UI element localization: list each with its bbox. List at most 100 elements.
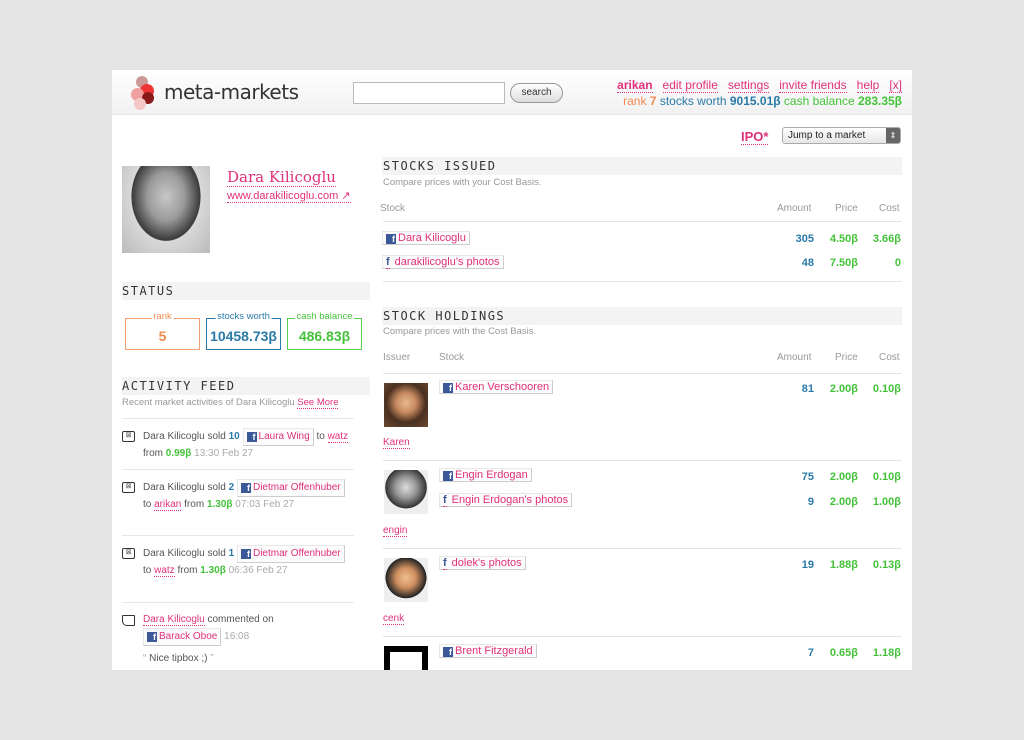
feed-buyer[interactable]: watz [154,565,175,577]
issuer-avatar[interactable] [384,470,428,514]
price: 2.00β [829,471,858,483]
col-price: Price [835,203,858,214]
search-button[interactable]: search [510,83,563,103]
issuer-link[interactable]: cenk [383,613,405,625]
comment-verb: commented on [207,614,274,625]
divider [383,373,902,374]
divider [383,636,902,637]
feed-verb: sold [207,548,226,559]
trade-icon: ⊠ [122,548,135,559]
amount: 19 [801,559,814,571]
profile-name[interactable]: Dara Kilicoglu [227,168,336,187]
profile-photo [122,166,210,253]
comment-text: Nice tipbox ;) [149,653,208,664]
comment-icon [122,615,135,626]
nav-help[interactable]: help [856,78,880,93]
col-price: Price [835,352,858,363]
feed-verb: sold [207,482,226,493]
facebook-photos-icon: f [443,557,447,570]
select-arrows-icon: ⇕ [886,128,900,143]
feed-qty: 10 [228,431,240,442]
feed-stock-tag[interactable]: f Dietmar Offenhuber [236,479,345,497]
feed-to: to [143,565,152,576]
price: 4.50β [829,233,858,245]
profile-url-text: www.darakilicoglu.com [227,190,339,202]
top-nav: arikan edit profile settings invite friends… [607,78,902,93]
search-input[interactable] [353,82,505,104]
issuer-avatar[interactable] [384,383,428,427]
col-amount: Amount [777,203,812,214]
jump-to-market-select[interactable]: Jump to a market ⇕ [782,127,901,144]
stocks-box-label: stocks worth [215,311,272,323]
feed-comment: Dara Kilicoglu commented on f Barack Oboe… [122,602,354,667]
stock-tag[interactable]: f Engin Erdogan [439,468,532,482]
stock-tag[interactable]: f Engin Erdogan's photos [439,493,573,507]
cost: 1.00β [872,496,901,508]
feed-from: from [184,499,205,510]
rank-box-label: rank [151,311,174,323]
feed-buyer[interactable]: watz [327,431,349,443]
facebook-photos-icon: f [386,256,390,269]
cost: 1.18β [872,647,901,659]
cost: 0.10β [872,383,901,395]
brand-name[interactable]: meta-markets [164,80,299,104]
cash-balance-box: cash balance 486.83β [287,311,362,350]
logo-icon[interactable] [130,74,160,110]
feed-actor: Dara Kilicoglu [143,548,205,559]
price: 0.65β [829,647,858,659]
amount: 7 [807,647,814,659]
stock-tag[interactable]: f dolek's photos [439,556,526,570]
facebook-photos-icon: f [443,494,447,507]
profile-url[interactable]: www.darakilicoglu.com ↗ [227,189,351,203]
facebook-icon: f [240,483,251,493]
feed-time: 06:36 Feb 27 [228,565,288,576]
stock-tag[interactable]: f Brent Fitzgerald [439,644,537,658]
cost: 0 [894,257,901,269]
price: 7.50β [829,257,858,269]
issuer-link[interactable]: Karen [383,437,410,449]
see-more-link[interactable]: See More [297,397,339,409]
stock-tag[interactable]: f darakilicoglu's photos [382,255,504,269]
feed-actor: Dara Kilicoglu [143,482,205,493]
facebook-icon: f [246,432,257,442]
comment-time: 16:08 [224,631,250,642]
feed-qty: 1 [228,548,235,559]
ipo-link[interactable]: IPO* [741,129,769,145]
feed-stock: Dietmar Offenhuber [252,548,341,559]
stock-name: Dara Kilicoglu [398,232,466,244]
issuer-avatar-pixel[interactable] [384,646,428,670]
stock-name: Engin Erdogan's photos [451,494,569,506]
cash-box-value: 486.83β [298,328,351,344]
stocks-issued-title: STOCKS ISSUED [382,157,902,175]
nav-settings[interactable]: settings [727,78,770,93]
cost: 0.10β [872,471,901,483]
stocks-value: 9015.01β [729,94,781,108]
col-issuer: Issuer [383,352,411,363]
price: 1.88β [829,559,858,571]
feed-buyer[interactable]: arikan [154,499,182,511]
issuer-link[interactable]: engin [383,525,408,537]
issuer-avatar[interactable] [384,558,428,602]
amount: 9 [807,496,814,508]
feed-stock-tag[interactable]: f Laura Wing [242,428,314,446]
nav-close[interactable]: [x] [889,78,902,93]
nav-username[interactable]: arikan [617,78,653,93]
comment-actor[interactable]: Dara Kilicoglu [143,614,205,626]
col-stock: Stock [439,352,465,363]
feed-item: ⊠ Dara Kilicoglu sold 10 f Laura Wing to w… [122,418,354,462]
col-cost: Cost [879,203,900,214]
nav-invite-friends[interactable]: invite friends [779,78,847,93]
nav-edit-profile[interactable]: edit profile [662,78,718,93]
cost: 3.66β [872,233,901,245]
trade-icon: ⊠ [122,482,135,493]
cash-box-label: cash balance [294,311,355,323]
stock-tag[interactable]: f Karen Verschooren [439,380,554,394]
comment-stock-tag[interactable]: f Barack Oboe [143,628,222,646]
feed-stock-tag[interactable]: f Dietmar Offenhuber [236,545,345,563]
stock-tag[interactable]: f Dara Kilicoglu [382,231,470,245]
feed-from: from [143,448,163,459]
facebook-icon: f [443,471,453,481]
user-status: rank 7 stocks worth 9015.01β cash balanc… [623,94,902,108]
activity-feed-title: ACTIVITY FEED [122,377,370,395]
feed-price: 1.30β [200,565,226,576]
